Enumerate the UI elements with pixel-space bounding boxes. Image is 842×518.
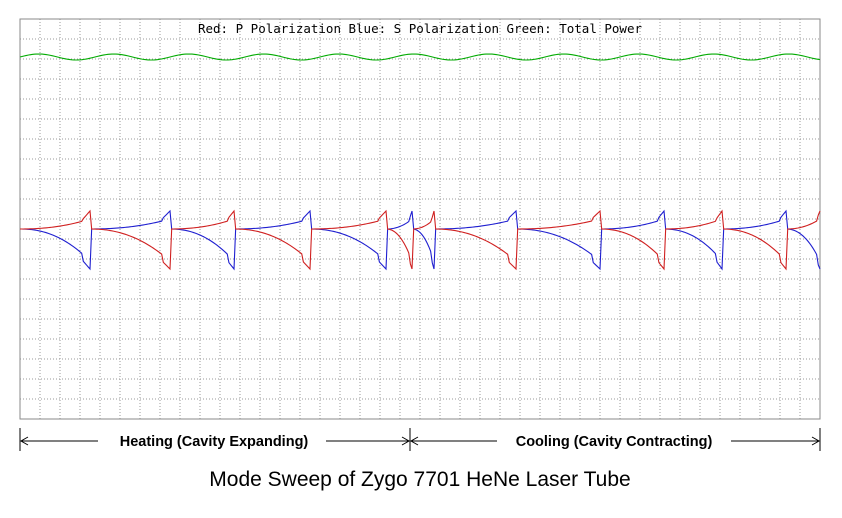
cooling-label: Cooling (Cavity Contracting) [516,434,713,450]
series-layer [19,53,821,271]
heating-arrow-left-head [19,436,29,446]
heating-label: Heating (Cavity Expanding) [120,434,309,450]
cooling-arrow-right-head [811,436,821,446]
phase-annotation: Heating (Cavity Expanding) Cooling (Cavi… [19,428,821,451]
legend-caption: Red: P Polarization Blue: S Polarization… [198,21,642,36]
series-s-polarization-line [20,209,821,271]
plot-border [19,18,821,420]
chart-grid [20,19,820,419]
series-total-power-line [19,53,821,61]
series-p-polarization-line [20,209,821,271]
cooling-arrow-left-head [409,436,419,446]
chart-title: Mode Sweep of Zygo 7701 HeNe Laser Tube [209,468,630,491]
heating-arrow-right-head [401,436,411,446]
